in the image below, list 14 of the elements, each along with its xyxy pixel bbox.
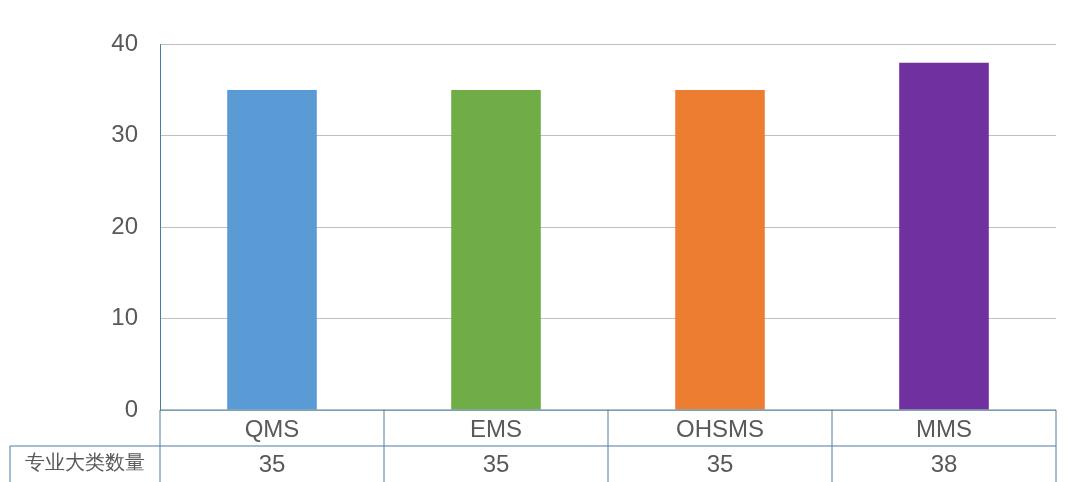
y-tick-label: 30 [111,120,138,148]
y-tick-label: 0 [124,394,138,422]
x-tick-label: OHSMS [675,415,765,443]
data-label: 35 [706,449,734,477]
text: 专业大类数量 [25,450,145,475]
x-tick-label: EMS [469,415,523,443]
y-tick-label: 20 [111,211,138,239]
y-tick-label: 40 [111,29,138,57]
y-tick-label: 10 [111,303,138,331]
data-label: 35 [482,449,510,477]
x-tick-label: MMS [916,415,972,443]
x-tick-label: QMS [244,415,300,443]
data-label: 38 [930,449,958,477]
data-label: 35 [258,449,286,477]
